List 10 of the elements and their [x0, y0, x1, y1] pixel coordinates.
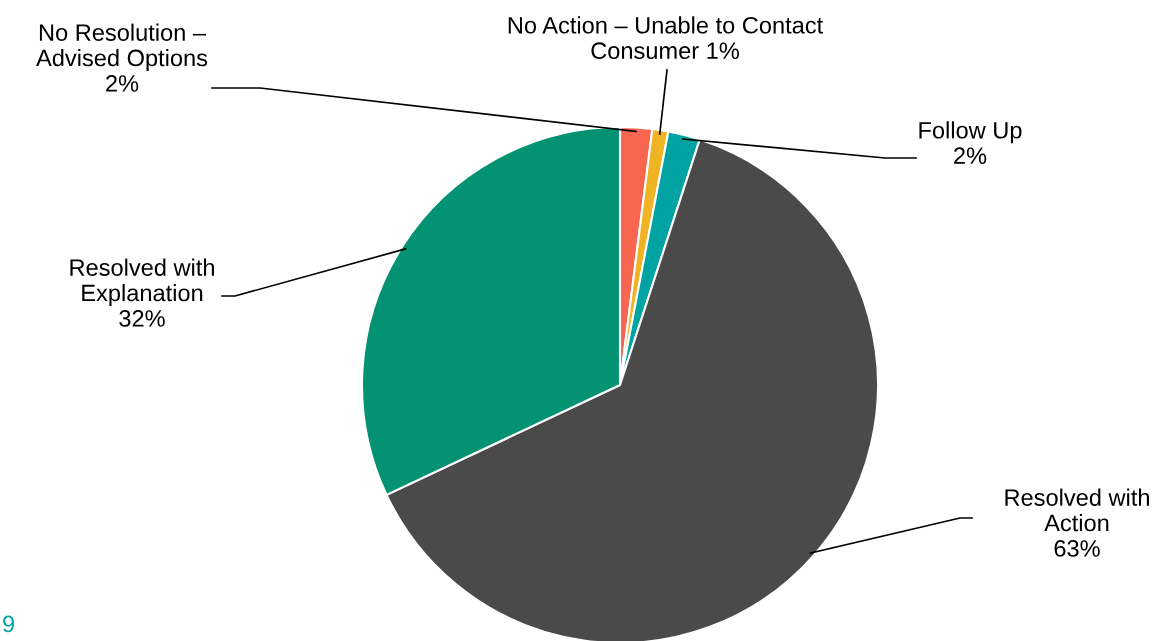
text: 9 [3, 615, 15, 633]
slice-label: Resolved with Explanation [70, 258, 214, 307]
data-label: 32% [119, 310, 165, 327]
data-label: 63% [1054, 540, 1100, 557]
slice-label: No Action – Unable to Contact Consumer 1% [508, 16, 823, 60]
slice-label: Resolved with Action [1005, 488, 1149, 532]
slice-label: Follow Up [919, 121, 1022, 144]
slice-label: No Resolution – Advised Options [36, 23, 208, 71]
data-label: 2% [106, 75, 139, 92]
data-label: 2% [954, 147, 987, 164]
